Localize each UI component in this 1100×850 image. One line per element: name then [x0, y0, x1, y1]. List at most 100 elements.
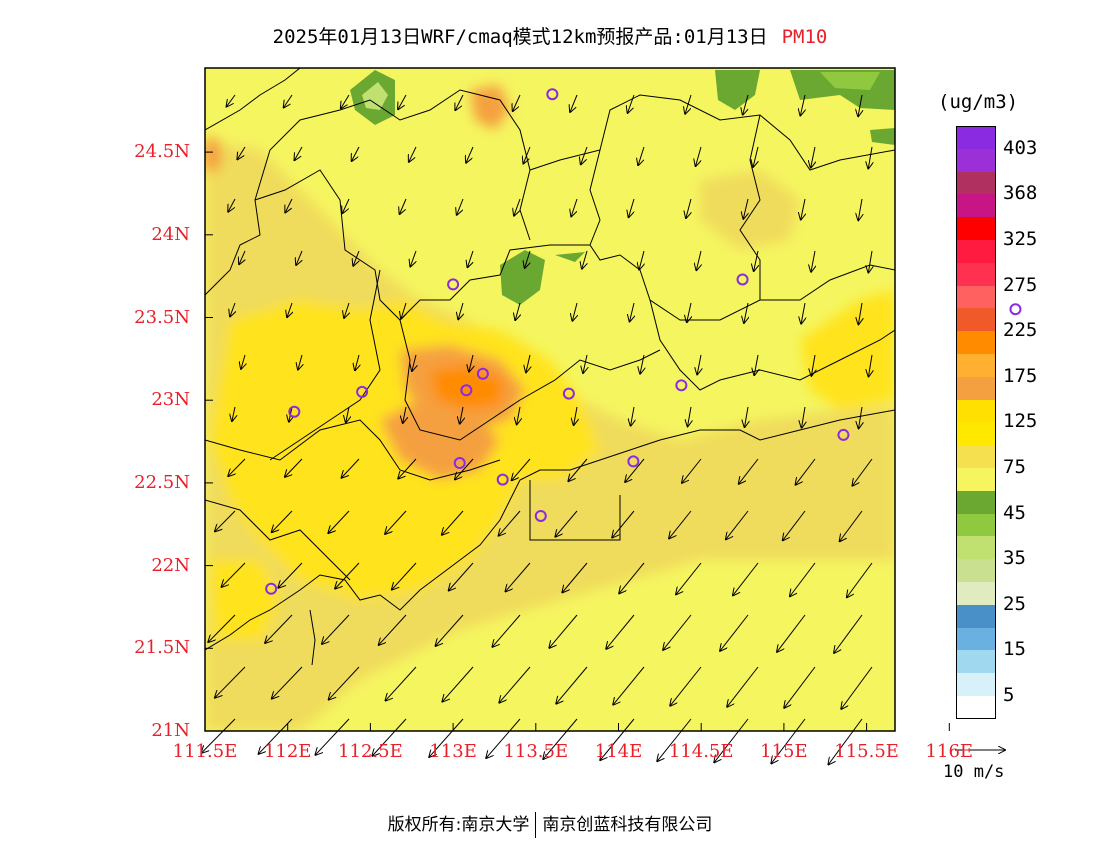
- colorbar-swatch: [956, 627, 996, 651]
- colorbar-swatch: [956, 194, 996, 218]
- wind-vector: [455, 458, 474, 479]
- wind-vector: [499, 510, 521, 536]
- field-zone-125-east: [800, 290, 895, 410]
- wind-vector: [486, 718, 521, 758]
- wind-vector: [555, 510, 578, 537]
- wind-vector: [669, 510, 692, 538]
- green-patch-6: [870, 128, 895, 145]
- monitoring-station-marker: [496, 473, 509, 486]
- footer-separator: [535, 812, 537, 838]
- wind-vector: [278, 562, 303, 588]
- wind-vector: [513, 94, 521, 111]
- wind-vector: [841, 666, 873, 709]
- wind-vector: [398, 458, 417, 479]
- wind-vector: [562, 562, 588, 592]
- wind-vector: [457, 198, 464, 215]
- wind-vector: [743, 198, 748, 219]
- wind-vector: [568, 458, 588, 481]
- monitoring-station-marker: [627, 455, 640, 468]
- colorbar-swatch: [956, 171, 996, 195]
- colorbar-label: 403: [1003, 136, 1038, 159]
- concentration-field: [205, 68, 895, 731]
- wind-vector: [208, 614, 236, 642]
- monitoring-station-marker: [546, 88, 559, 101]
- wind-vector: [352, 146, 360, 161]
- colorbar-label: 275: [1003, 273, 1038, 296]
- wind-vector: [526, 354, 530, 372]
- colorbar-swatch: [956, 513, 996, 537]
- wind-vector: [499, 666, 531, 703]
- colorbar-label: 225: [1003, 319, 1038, 342]
- wind-vector: [868, 250, 872, 272]
- wind-vector: [230, 302, 235, 316]
- lat-tick-label: 21.5N: [134, 637, 190, 659]
- lat-tick-label: 23N: [151, 389, 190, 411]
- map-frame: [204, 67, 896, 732]
- wind-vector: [386, 666, 417, 701]
- wind-vector: [328, 510, 350, 533]
- lat-tick-label: 22.5N: [134, 471, 190, 493]
- lon-tick-label: 116E: [925, 741, 974, 762]
- wind-vector: [272, 666, 303, 699]
- colorbar-swatch: [956, 148, 996, 172]
- wind-vector: [241, 354, 245, 369]
- wind-vector: [468, 250, 473, 267]
- monitoring-station-marker: [837, 428, 850, 441]
- monitoring-station-marker: [675, 379, 688, 392]
- wind-vector: [265, 614, 293, 643]
- wind-vector: [228, 458, 246, 476]
- wind-vector: [353, 250, 359, 266]
- colorbar-swatch: [956, 604, 996, 628]
- wind-vector: [639, 250, 644, 269]
- colorbar-label: 175: [1003, 364, 1038, 387]
- wind-vector: [449, 562, 474, 590]
- wind-vector: [355, 354, 359, 370]
- colorbar-label: 5: [1003, 684, 1015, 706]
- wind-vector: [436, 614, 464, 646]
- colorbar-label: 15: [1003, 638, 1026, 661]
- wind-vector: [828, 718, 863, 764]
- colorbar-swatch: [956, 445, 996, 468]
- monitoring-station-marker: [288, 405, 301, 418]
- title-text: 2025年01月13日WRF/cmaq模式12km预报产品:01月13日: [272, 26, 768, 48]
- wind-vector: [657, 718, 692, 761]
- wind-vectors: [202, 94, 873, 764]
- lon-tick-label: 111.5E: [172, 741, 238, 762]
- wind-vector: [410, 250, 416, 266]
- wind-vector: [638, 146, 645, 165]
- wind-vector: [628, 94, 635, 113]
- wind-vector: [720, 614, 749, 651]
- title-variable: PM10: [781, 26, 828, 48]
- monitoring-station-marker: [736, 273, 749, 286]
- wind-vector: [429, 718, 464, 757]
- wind-vector: [771, 718, 806, 763]
- wind-vector: [625, 458, 645, 482]
- wind-vector: [525, 250, 530, 268]
- wind-vector: [259, 718, 293, 754]
- wind-vector: [852, 458, 873, 486]
- wind-vector: [294, 146, 303, 160]
- lon-tick-label: 113E: [429, 741, 477, 762]
- colorbar-swatch: [956, 422, 996, 446]
- wind-vector: [287, 302, 292, 317]
- colorbar-swatch: [956, 673, 996, 696]
- colorbar-label: 25: [1003, 592, 1026, 615]
- field-zone-75-north: [700, 170, 800, 250]
- wind-vector: [400, 198, 407, 214]
- wind-vector: [572, 302, 577, 321]
- wind-vector: [341, 94, 350, 108]
- wind-vector: [754, 250, 758, 271]
- copyright-footer: 版权所有:南京大学 南京创蓝科技有限公司: [0, 810, 1100, 838]
- colorbar-swatch: [956, 331, 996, 354]
- wind-vector: [412, 354, 416, 371]
- wind-vector: [401, 302, 406, 319]
- wind-vector: [739, 458, 759, 484]
- colorbar-label: 35: [1003, 547, 1026, 570]
- field-zone-175-north: [470, 85, 510, 130]
- wind-vector: [296, 250, 302, 265]
- wind-vector: [556, 666, 588, 704]
- lon-tick-label: 113.5E: [503, 741, 569, 762]
- monitoring-station-marker: [460, 384, 473, 397]
- colorbar-swatch: [956, 582, 996, 605]
- colorbar-swatch: [956, 285, 996, 309]
